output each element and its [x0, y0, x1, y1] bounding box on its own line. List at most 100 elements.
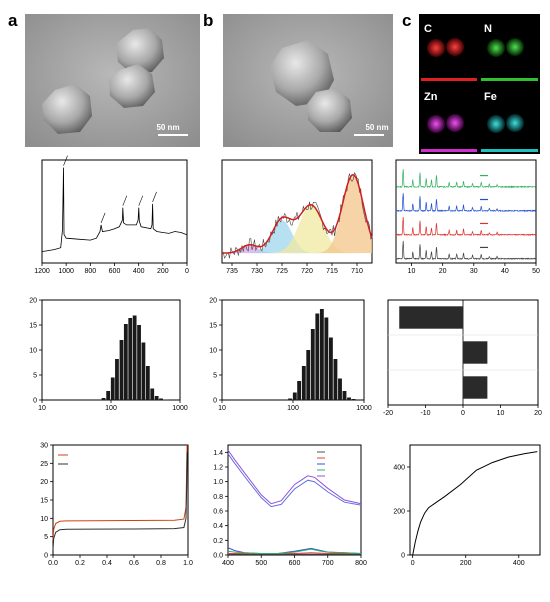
x-tick-label: 0.4: [102, 560, 112, 567]
histogram-bar: [342, 391, 347, 400]
plot-frame: [221, 159, 373, 264]
x-tick-label: 700: [322, 560, 334, 567]
panel-h: 10 100 1000 0 5 10 15 20: [209, 298, 372, 413]
histogram-bar: [150, 388, 155, 400]
panel-l: 0 200 400 0 200 400: [393, 444, 541, 567]
panel-label-c: c: [402, 11, 411, 30]
y-tick-label: 1.4: [213, 450, 223, 457]
histogram-bar: [159, 398, 163, 400]
panel-b: 50 nm b: [203, 11, 393, 147]
eds-map-Zn: Zn: [421, 91, 477, 152]
histogram-bar: [319, 309, 324, 400]
y-tick-label: 400: [393, 465, 405, 472]
plot-frame: [52, 444, 189, 556]
nanoparticle: [42, 84, 92, 134]
panel-e: 735 730 725 720 715 710: [221, 159, 373, 275]
x-tick-label: 20: [534, 410, 542, 417]
x-tick-label: 730: [251, 268, 263, 275]
histogram-bar: [154, 396, 159, 400]
x-tick-label: 0.0: [48, 560, 58, 567]
plot-frame: [409, 444, 541, 556]
x-tick-label: 100: [287, 405, 299, 412]
x-tick-label: 500: [255, 560, 267, 567]
x-tick-label: 50: [532, 268, 540, 275]
y-tick-label: 200: [393, 509, 405, 516]
histogram-bar: [301, 366, 306, 400]
y-tick-label: 5: [33, 373, 37, 380]
x-tick-label: 1000: [356, 405, 372, 412]
histogram-bar: [106, 391, 111, 400]
nanoparticle: [307, 88, 352, 132]
y-tick-label: 15: [209, 323, 217, 330]
y-tick-label: 0.6: [213, 509, 223, 516]
histogram-bar: [145, 366, 150, 400]
histogram-bar: [338, 378, 342, 400]
panel-g: 10 100 1000 0 5 10 15 20: [29, 298, 188, 413]
absorbance-line: [227, 548, 362, 554]
x-tick-label: 400: [133, 268, 145, 275]
nanoparticle: [109, 64, 155, 108]
y-tick-label: 10: [209, 348, 217, 355]
y-tick-label: 30: [40, 443, 48, 450]
panel-f: 10 20 30 40 50: [395, 159, 540, 275]
panel-k: 400 500 600 700 800 0.0 0.2 0.4 0.6 0.8 1.0 1.2 1.4: [213, 444, 367, 567]
isotherm-line: [52, 444, 188, 541]
histogram-bar: [141, 342, 146, 400]
panel-c: C N Zn Fe c: [402, 11, 540, 154]
annotation-arrow: [63, 155, 68, 166]
eds-map-background: [419, 14, 540, 154]
histogram-bar: [347, 397, 351, 400]
x-tick-label: 10: [218, 405, 226, 412]
chart-panels: 1200 1000 800 600 400 200 0 735 730 725 720 715 710 1…: [29, 155, 542, 568]
x-tick-label: 710: [351, 268, 363, 275]
y-tick-label: 10: [29, 348, 37, 355]
x-tick-label: 800: [84, 268, 96, 275]
histogram-bar: [137, 325, 141, 400]
panel-j: 0.0 0.2 0.4 0.6 0.8 1.0 0 5 10 15 20 25 30: [40, 443, 193, 568]
histogram-bar: [288, 398, 293, 400]
annotation-arrow: [122, 195, 128, 206]
x-tick-label: 10: [408, 268, 416, 275]
zeta-bar: [463, 376, 488, 399]
y-tick-label: 15: [29, 323, 37, 330]
x-tick-label: 1000: [58, 268, 74, 275]
x-tick-label: 10: [497, 410, 505, 417]
isotherm-line: [52, 452, 188, 550]
y-tick-label: 0: [401, 553, 405, 560]
x-tick-label: 0: [461, 410, 465, 417]
eds-map-N: N: [481, 23, 538, 81]
absorbance-line: [227, 449, 362, 505]
y-tick-label: 0.8: [213, 494, 223, 501]
x-tick-label: 10: [38, 405, 46, 412]
y-tick-label: 20: [40, 479, 48, 486]
histogram-bar: [163, 399, 168, 400]
y-tick-label: 0: [213, 398, 217, 405]
y-tick-label: 25: [40, 461, 48, 468]
annotation-arrow: [152, 191, 157, 202]
y-tick-label: 0.0: [213, 553, 223, 560]
nanoparticle: [116, 28, 164, 74]
xrd-series-line: [395, 169, 536, 189]
histogram-bar: [132, 315, 137, 400]
histogram-bar: [310, 329, 315, 400]
zeta-bar: [463, 341, 488, 364]
y-tick-label: 0: [44, 553, 48, 560]
plot-frame: [395, 159, 537, 264]
x-tick-label: 1000: [172, 405, 188, 412]
y-tick-label: 0: [33, 398, 37, 405]
scale-bar: [354, 134, 384, 136]
x-tick-label: 720: [301, 268, 313, 275]
x-tick-label: 200: [157, 268, 169, 275]
x-tick-label: 400: [513, 560, 525, 567]
x-tick-label: 715: [326, 268, 338, 275]
panel-label-b: b: [203, 11, 213, 30]
nanoparticle: [270, 40, 334, 106]
y-tick-label: 1.0: [213, 479, 223, 486]
eds-label-N: N: [484, 23, 492, 35]
xrd-series-line: [395, 216, 536, 237]
x-tick-label: 0.2: [75, 560, 85, 567]
zeta-bar: [399, 306, 463, 329]
histogram-bar: [315, 313, 320, 400]
x-tick-label: 735: [226, 268, 238, 275]
xrd-series-line: [395, 240, 536, 261]
